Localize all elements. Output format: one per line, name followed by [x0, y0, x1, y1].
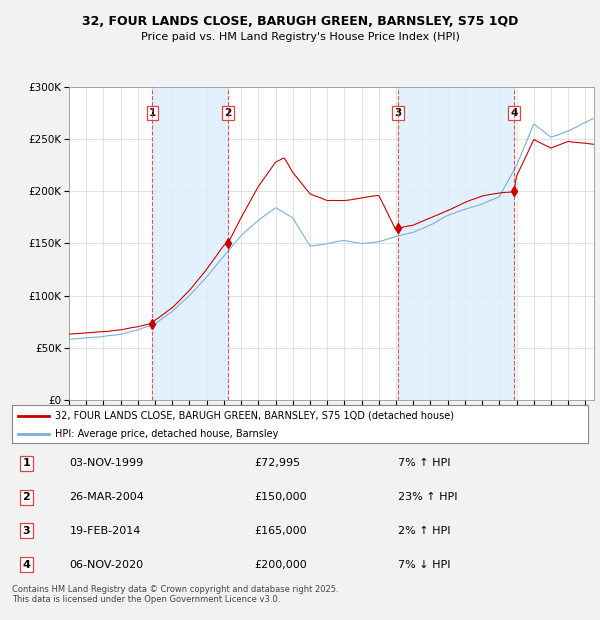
Text: £72,995: £72,995	[254, 458, 300, 468]
Text: £165,000: £165,000	[254, 526, 307, 536]
Text: 23% ↑ HPI: 23% ↑ HPI	[398, 492, 457, 502]
Text: 19-FEB-2014: 19-FEB-2014	[70, 526, 141, 536]
Text: £150,000: £150,000	[254, 492, 307, 502]
Text: 2% ↑ HPI: 2% ↑ HPI	[398, 526, 451, 536]
Text: 7% ↑ HPI: 7% ↑ HPI	[398, 458, 451, 468]
Text: Price paid vs. HM Land Registry's House Price Index (HPI): Price paid vs. HM Land Registry's House …	[140, 32, 460, 42]
Text: 4: 4	[510, 108, 518, 118]
Text: 3: 3	[23, 526, 30, 536]
Text: 32, FOUR LANDS CLOSE, BARUGH GREEN, BARNSLEY, S75 1QD: 32, FOUR LANDS CLOSE, BARUGH GREEN, BARN…	[82, 16, 518, 28]
Text: 2: 2	[23, 492, 30, 502]
Text: Contains HM Land Registry data © Crown copyright and database right 2025.
This d: Contains HM Land Registry data © Crown c…	[12, 585, 338, 604]
Text: 06-NOV-2020: 06-NOV-2020	[70, 560, 144, 570]
Text: 03-NOV-1999: 03-NOV-1999	[70, 458, 144, 468]
Text: 2: 2	[224, 108, 232, 118]
Text: 3: 3	[394, 108, 402, 118]
Bar	[152, 87, 228, 400]
Text: 4: 4	[22, 560, 31, 570]
Text: 32, FOUR LANDS CLOSE, BARUGH GREEN, BARNSLEY, S75 1QD (detached house): 32, FOUR LANDS CLOSE, BARUGH GREEN, BARN…	[55, 410, 454, 420]
Text: 1: 1	[149, 108, 156, 118]
Text: HPI: Average price, detached house, Barnsley: HPI: Average price, detached house, Barn…	[55, 428, 278, 439]
Text: 26-MAR-2004: 26-MAR-2004	[70, 492, 145, 502]
Bar	[398, 87, 514, 400]
Text: 1: 1	[23, 458, 30, 468]
Text: £200,000: £200,000	[254, 560, 307, 570]
Text: 7% ↓ HPI: 7% ↓ HPI	[398, 560, 451, 570]
